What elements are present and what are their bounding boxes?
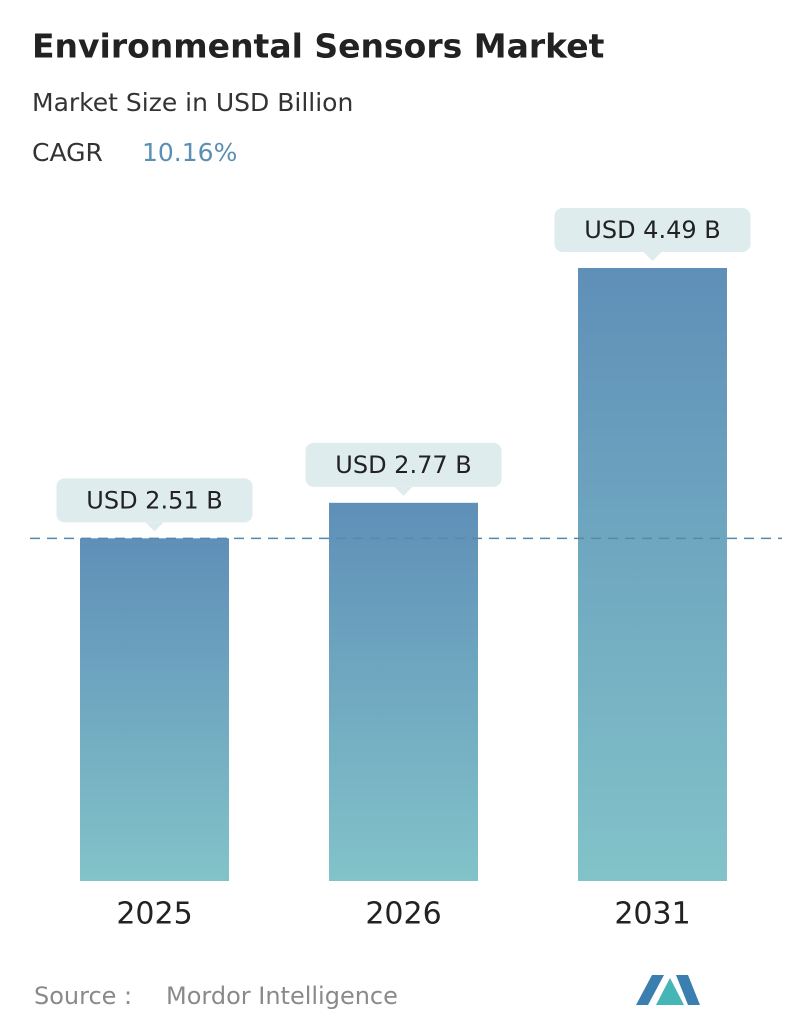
value-label-bubble — [554, 208, 751, 252]
value-label: USD 4.49 B — [584, 216, 720, 244]
value-label-bubble — [305, 442, 502, 487]
value-label: USD 2.77 B — [335, 451, 471, 479]
value-label-pointer — [145, 522, 164, 532]
bar — [80, 538, 229, 881]
logo — [636, 975, 700, 1005]
x-tick-label: 2031 — [614, 897, 690, 932]
chart-title: Environmental Sensors Market — [32, 27, 605, 66]
x-tick-label: 2026 — [365, 897, 441, 932]
cagr-value: 10.16% — [142, 138, 237, 167]
value-label-pointer — [643, 252, 662, 261]
value-label: USD 2.51 B — [86, 486, 222, 514]
cagr-label: CAGR — [32, 138, 103, 167]
x-tick-label: 2025 — [116, 897, 192, 932]
bar — [329, 502, 478, 881]
source: Mordor Intelligence — [166, 982, 398, 1010]
chart-subtitle: Market Size in USD Billion — [32, 88, 353, 117]
value-label-bubble — [56, 478, 253, 523]
source-label: Source : — [34, 982, 132, 1010]
bar — [578, 268, 727, 881]
value-label-pointer — [394, 486, 413, 496]
